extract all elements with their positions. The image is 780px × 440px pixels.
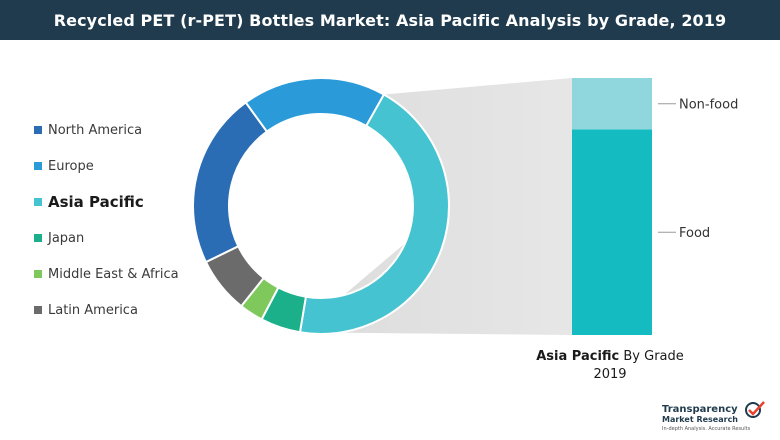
legend-label: Europe <box>48 158 94 174</box>
legend-swatch <box>34 234 42 242</box>
stacked-bar-chart: Food Non-food <box>572 78 738 335</box>
logo-name: Transparency <box>662 404 738 415</box>
logo-tagline: In-depth Analysis. Accurate Results <box>662 426 751 432</box>
bar-caption-rest: By Grade <box>619 349 684 364</box>
legend-swatch <box>34 162 42 170</box>
legend-item-japan: Japan <box>34 220 179 256</box>
bar-segment-label-non-food: Non-food <box>679 98 738 113</box>
logo-subname: Market Research <box>662 415 738 424</box>
bar-caption: Asia Pacific By Grade 2019 <box>530 348 690 384</box>
slice-to-bar-connector <box>299 78 572 335</box>
bar-segment-non-food <box>572 78 652 130</box>
legend-label: Latin America <box>48 302 138 318</box>
donut-chart <box>192 77 450 335</box>
legend-swatch <box>34 270 42 278</box>
legend-swatch <box>34 306 42 314</box>
legend-swatch <box>34 198 42 206</box>
bar-caption-year: 2019 <box>593 367 627 382</box>
legend-label: Japan <box>48 230 85 246</box>
legend-label: North America <box>48 122 143 138</box>
bar-segment-food <box>572 129 652 335</box>
legend-item-north-america: North America <box>34 112 179 148</box>
legend-item-latin-america: Latin America <box>34 292 179 328</box>
legend-label: Middle East & Africa <box>48 266 179 282</box>
bar-segment-label-food: Food <box>679 226 710 241</box>
donut-slice-asia-pacific <box>298 93 450 335</box>
donut-legend: North America Europe Asia Pacific Japan Midd… <box>34 112 179 328</box>
legend-item-asia-pacific: Asia Pacific <box>34 184 179 220</box>
donut-slice-europe <box>244 77 386 133</box>
logo-check-icon <box>745 401 765 418</box>
bar-caption-bold: Asia Pacific <box>536 349 620 364</box>
legend-item-middle-east-and-africa: Middle East & Africa <box>34 256 179 292</box>
legend-swatch <box>34 126 42 134</box>
donut-slice-north-america <box>192 101 269 264</box>
company-logo: Transparency Market Research In-depth An… <box>662 400 772 436</box>
legend-label: Asia Pacific <box>48 193 144 211</box>
donut-slice-latin-america <box>204 244 266 308</box>
legend-item-europe: Europe <box>34 148 179 184</box>
chart-title: Recycled PET (r-PET) Bottles Market: Asi… <box>0 0 780 40</box>
